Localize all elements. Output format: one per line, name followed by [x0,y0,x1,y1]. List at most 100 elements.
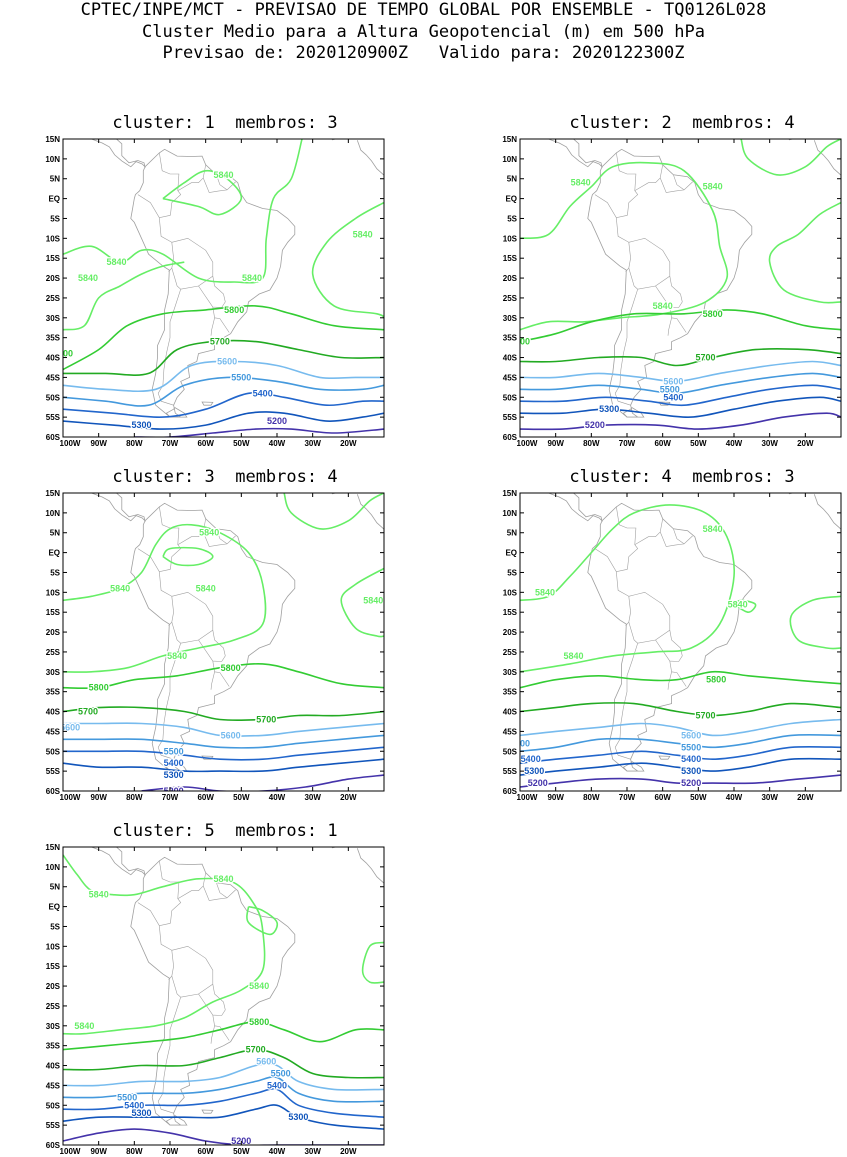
country-border [628,591,683,656]
lat-label: 15N [45,489,60,498]
country-border [159,860,182,924]
contour-label-5840: 5840 [703,182,723,192]
map-panel-4: 5840 5840 5840 5840 5800 5700 5600 5500 5400 5300… [502,461,842,802]
lat-label: 15S [46,254,61,263]
contour-5700 [63,339,384,376]
lon-label: 70W [619,439,636,448]
country-border [202,885,236,901]
contour-label-5300: 5300 [524,766,544,776]
country-border [216,174,228,191]
contour-label-5200: 5200 [231,1136,251,1146]
contour-label-5600: 5600 [681,730,701,740]
tierra-del-fuego [622,407,645,418]
country-border [171,268,213,290]
lon-label: 50W [690,793,707,802]
contour-5840 [311,201,384,319]
contour-5700 [520,348,841,367]
contour-5840 [63,523,267,673]
country-border [616,152,639,216]
contour-5840 [283,493,384,530]
caribbean-island [611,474,632,482]
lat-label: 40S [46,708,61,717]
lat-label: 15S [46,608,61,617]
lon-label: 80W [583,439,600,448]
lon-label: 30W [761,439,778,448]
header-line-3: Previsao de: 2020120900Z Valido para: 20… [162,43,685,63]
lon-label: 20W [340,793,357,802]
geography-layer [90,139,384,418]
lon-label: 30W [304,1147,321,1156]
contour-label-5800: 5800 [53,349,73,359]
map-panel-1: 5840 5840 5840 5840 5840 5800 5800 5700 5600 5500… [45,135,385,448]
lat-label: EQ [48,903,60,912]
lat-label: 55S [46,1121,61,1130]
country-border [659,531,693,547]
map-panel-3: 5840 5840 5840 5840 5840 5800 5800 5700 5700 5600… [45,474,385,802]
lon-label: 20W [797,793,814,802]
country-border [210,317,215,336]
lon-label: 70W [162,439,179,448]
contour-label-5700: 5700 [210,337,230,347]
lon-label: 40W [269,439,286,448]
lat-label: 5S [50,922,60,931]
country-border [212,307,230,333]
contour-5800 [520,670,841,689]
contour-5840 [246,905,279,936]
lat-label: 5S [507,568,517,577]
country-border [667,671,672,690]
lat-label: 50S [46,1101,61,1110]
lon-label: 80W [583,793,600,802]
lat-label: 50S [46,747,61,756]
contour-label-5600: 5600 [256,1057,276,1067]
caribbean-island [574,461,611,474]
map-frame [62,492,385,792]
lon-label: 30W [761,793,778,802]
geography-layer [547,107,841,418]
lon-label: 20W [340,1147,357,1156]
country-border [159,217,174,272]
country-border [673,528,685,545]
contour-5600 [63,722,384,737]
contour-label-5840: 5840 [78,273,98,283]
lon-label: 40W [269,793,286,802]
country-border [171,591,226,656]
lat-label: 5S [507,214,517,223]
lat-label: 10S [503,234,518,243]
lat-label: 45S [46,373,61,382]
country-border [212,1015,230,1041]
caribbean-island [611,120,632,128]
contour-label-5840: 5840 [363,595,383,605]
lat-label: EQ [48,195,60,204]
lat-label: 45S [503,373,518,382]
lon-label: 90W [547,793,564,802]
contour-label-5840: 5840 [571,178,591,188]
lat-label: 5N [507,529,517,538]
contour-label-5500: 5500 [271,1069,291,1079]
lon-label: 70W [162,793,179,802]
country-border [157,643,181,760]
contour-label-5300: 5300 [164,770,184,780]
lat-label: 10S [46,942,61,951]
lat-label: 5N [507,175,517,184]
country-border [659,177,693,193]
contour-5300 [63,1104,384,1130]
contour-label-5800: 5800 [249,1017,269,1027]
lat-label: 10S [503,588,518,597]
south-america-coastline [587,502,753,772]
contour-5400 [63,746,384,761]
caribbean-island [574,107,611,120]
contour-label-5700: 5700 [78,707,98,717]
country-border [171,622,213,644]
lon-label: 40W [269,1147,286,1156]
lon-label: 80W [126,793,143,802]
lon-label: 50W [690,439,707,448]
lon-label: 100W [60,439,81,448]
caribbean-island [154,474,175,482]
falklands-island [201,1109,214,1114]
contour-label-5400: 5400 [124,1100,144,1110]
contour-label-5300: 5300 [131,420,151,430]
contour-5200 [63,1128,384,1145]
contour-label-5840: 5840 [167,651,187,661]
